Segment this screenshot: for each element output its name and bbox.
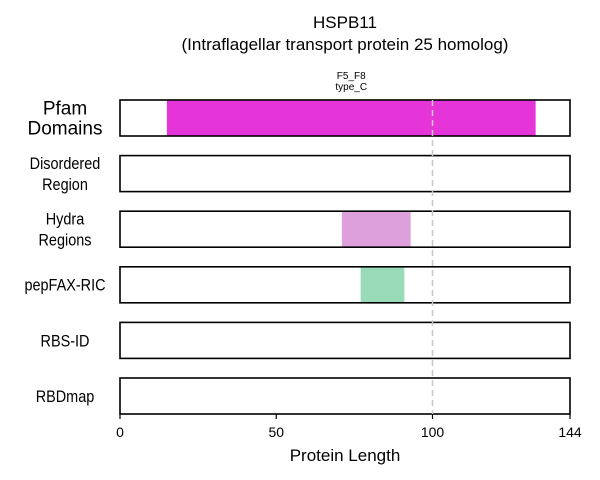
track-label: RBS-ID — [41, 332, 90, 350]
track-label: Domains — [28, 119, 103, 140]
track-label: Region — [42, 176, 88, 194]
segment-annotation: type_C — [335, 82, 367, 93]
track-border — [119, 99, 571, 137]
track-background — [120, 155, 570, 192]
chart-title-line-1: HSPB11 — [313, 13, 377, 32]
track-background — [120, 266, 570, 303]
track-segment — [360, 266, 405, 303]
track-background — [120, 322, 570, 359]
track-border — [119, 154, 571, 193]
chart-title-line-2: (Intraflagellar transport protein 25 hom… — [182, 35, 509, 54]
track-label: Pfam — [43, 99, 87, 120]
track-segment — [166, 100, 536, 136]
track-label: pepFAX-RIC — [24, 277, 105, 295]
x-axis: 0 50 100 144 — [116, 414, 582, 440]
track-label: Regions — [39, 232, 92, 250]
x-tick-label: 50 — [268, 424, 284, 440]
track-border — [119, 210, 571, 248]
track-label: Disordered — [30, 155, 101, 173]
track-segment — [341, 211, 411, 248]
track-background — [120, 378, 570, 414]
segment-annotation: F5_F8 — [337, 71, 366, 82]
x-axis-label: Protein Length — [290, 446, 401, 465]
track-border — [119, 377, 571, 415]
x-tick-label: 0 — [116, 424, 124, 440]
x-tick-label: 100 — [421, 424, 445, 440]
track-border — [119, 321, 571, 360]
track-label: RBDmap — [36, 388, 95, 406]
x-tick-label: 144 — [558, 424, 582, 440]
track-label: Hydra — [46, 211, 85, 229]
track-border — [119, 265, 571, 304]
